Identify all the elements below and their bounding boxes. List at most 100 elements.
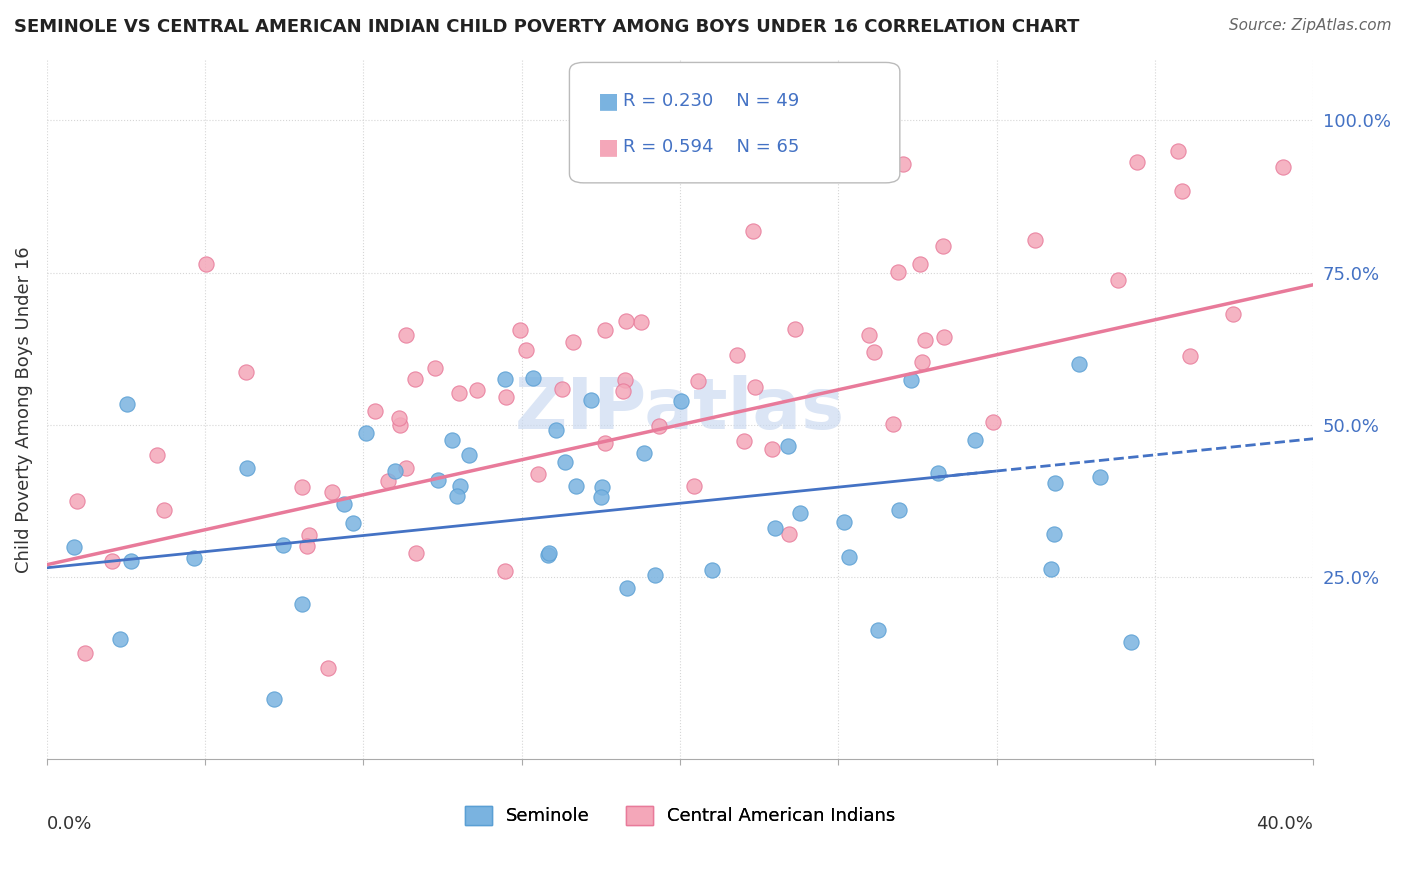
Point	[427, 473, 450, 487]
Point	[354, 425, 377, 440]
Point	[63, 540, 86, 554]
Point	[932, 239, 955, 253]
Point	[295, 539, 318, 553]
Point	[495, 390, 517, 404]
Point	[591, 480, 613, 494]
Point	[863, 345, 886, 359]
Point	[1107, 273, 1129, 287]
Point	[882, 417, 904, 432]
Point	[298, 528, 321, 542]
Point	[465, 383, 488, 397]
Point	[633, 446, 655, 460]
Point	[551, 382, 574, 396]
Point	[763, 521, 786, 535]
Point	[120, 554, 142, 568]
Point	[423, 360, 446, 375]
Point	[561, 335, 583, 350]
Point	[648, 419, 671, 434]
Point	[908, 257, 931, 271]
Point	[194, 256, 217, 270]
Point	[1125, 154, 1147, 169]
Point	[1167, 144, 1189, 158]
Point	[725, 347, 748, 361]
Point	[858, 327, 880, 342]
Point	[509, 322, 531, 336]
Point	[146, 449, 169, 463]
Point	[73, 646, 96, 660]
Point	[405, 546, 427, 560]
Point	[527, 467, 550, 481]
Point	[183, 550, 205, 565]
Point	[744, 380, 766, 394]
Point	[682, 479, 704, 493]
Point	[593, 323, 616, 337]
Point	[832, 515, 855, 529]
Point	[785, 321, 807, 335]
Text: 40.0%: 40.0%	[1257, 815, 1313, 833]
Point	[778, 526, 800, 541]
Point	[522, 371, 544, 385]
Text: 0.0%: 0.0%	[46, 815, 93, 833]
Point	[630, 315, 652, 329]
Point	[1271, 160, 1294, 174]
Point	[1067, 357, 1090, 371]
Point	[914, 333, 936, 347]
Text: SEMINOLE VS CENTRAL AMERICAN INDIAN CHILD POVERTY AMONG BOYS UNDER 16 CORRELATIO: SEMINOLE VS CENTRAL AMERICAN INDIAN CHIL…	[14, 18, 1080, 36]
Point	[887, 503, 910, 517]
Point	[152, 502, 174, 516]
Point	[554, 454, 576, 468]
Point	[579, 392, 602, 407]
Point	[494, 564, 516, 578]
Point	[446, 489, 468, 503]
Point	[333, 497, 356, 511]
Point	[273, 538, 295, 552]
Point	[388, 418, 411, 433]
Point	[115, 397, 138, 411]
Point	[593, 435, 616, 450]
Point	[404, 372, 426, 386]
Point	[537, 548, 560, 562]
Point	[761, 442, 783, 457]
Text: ■: ■	[598, 137, 619, 157]
Point	[263, 691, 285, 706]
Point	[733, 434, 755, 449]
Point	[342, 516, 364, 530]
Point	[235, 365, 257, 379]
Point	[537, 546, 560, 560]
Point	[1222, 307, 1244, 321]
Point	[515, 343, 537, 357]
Point	[388, 411, 411, 425]
Point	[671, 394, 693, 409]
Point	[911, 355, 934, 369]
Point	[702, 563, 724, 577]
Point	[291, 597, 314, 611]
Point	[612, 384, 634, 398]
Point	[981, 415, 1004, 429]
Point	[236, 460, 259, 475]
Point	[686, 374, 709, 388]
Point	[838, 550, 860, 565]
Point	[66, 494, 89, 508]
Point	[887, 265, 910, 279]
Point	[965, 434, 987, 448]
Point	[900, 373, 922, 387]
Point	[316, 661, 339, 675]
Point	[742, 224, 765, 238]
Text: Source: ZipAtlas.com: Source: ZipAtlas.com	[1229, 18, 1392, 33]
Point	[868, 624, 890, 638]
Point	[1088, 470, 1111, 484]
Point	[384, 464, 406, 478]
Text: ZIPatlas: ZIPatlas	[515, 375, 845, 444]
Point	[395, 461, 418, 475]
Point	[616, 581, 638, 595]
Point	[494, 372, 516, 386]
Point	[927, 467, 949, 481]
Point	[1040, 562, 1063, 576]
Point	[932, 330, 955, 344]
Point	[1024, 233, 1046, 247]
Point	[544, 423, 567, 437]
Point	[291, 480, 314, 494]
Point	[789, 507, 811, 521]
Point	[616, 314, 638, 328]
Point	[458, 448, 481, 462]
